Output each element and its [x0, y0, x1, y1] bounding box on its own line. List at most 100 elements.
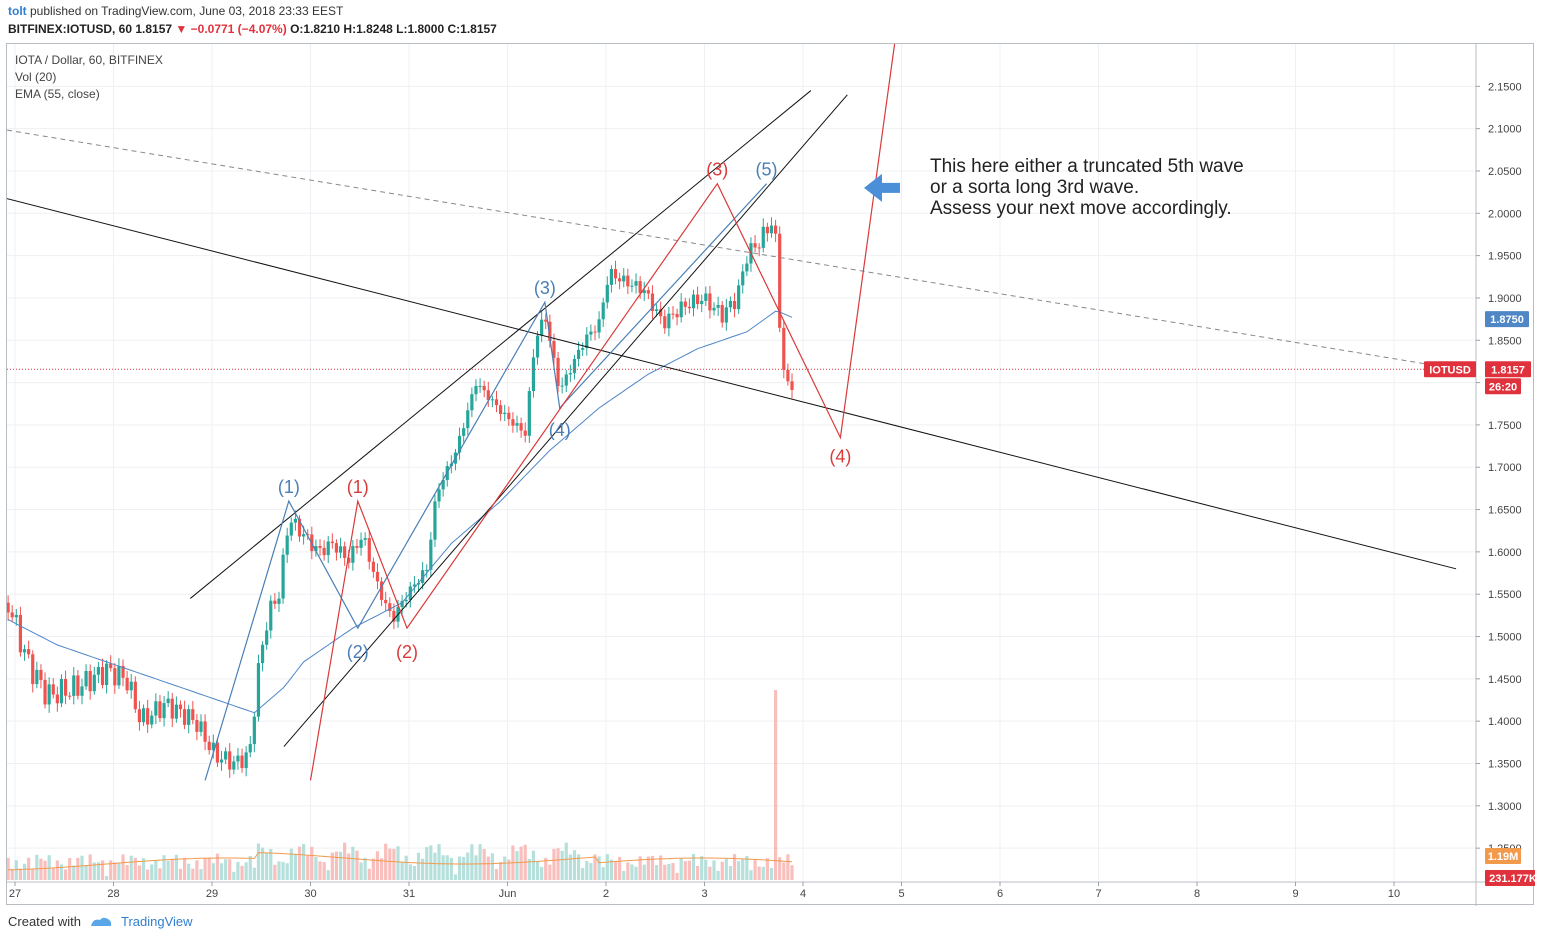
time-tick-label: 8 [1194, 888, 1200, 900]
time-tick-label: 9 [1292, 888, 1298, 900]
candle [236, 755, 240, 762]
volume-bar [486, 856, 490, 880]
candle [679, 301, 683, 318]
red-wave-label: (2) [396, 642, 418, 662]
volume-bar [765, 858, 769, 880]
candle [158, 701, 162, 719]
author-name[interactable]: tolt [8, 4, 27, 18]
trendline[interactable] [0, 196, 1457, 570]
candle [125, 677, 129, 691]
candle [572, 358, 577, 374]
candle [92, 674, 96, 692]
volume-bar [379, 858, 384, 880]
candle [39, 669, 43, 680]
last-price: 1.8157 [135, 22, 173, 36]
candle [88, 670, 92, 692]
volume-bar [712, 860, 716, 880]
volume-bar [527, 858, 531, 880]
candle [601, 302, 605, 320]
candle [691, 294, 696, 309]
volume-bar [745, 856, 749, 880]
price-tick-label: 1.7000 [1488, 462, 1522, 474]
volume-bar [646, 856, 650, 880]
time-tick-label: 4 [800, 888, 806, 900]
volume-bar [256, 843, 261, 880]
candle [318, 546, 322, 548]
candle [166, 698, 170, 704]
candle [769, 225, 774, 234]
price-chart[interactable]: 2.1500 2.1000 2.0500 2.0000 1.9500 1.9000 1.85… [0, 43, 1541, 906]
volume-bar [330, 852, 334, 880]
volume-bar [576, 854, 581, 880]
trendline[interactable] [190, 90, 812, 599]
volume-bar [786, 854, 790, 880]
volume-bar [499, 862, 503, 880]
candle [265, 630, 269, 645]
volume-bar [146, 869, 150, 880]
blue-wave[interactable] [204, 183, 768, 781]
candle [355, 546, 359, 548]
volume-bar [535, 861, 540, 880]
candle [100, 667, 105, 686]
candle [642, 290, 646, 294]
volume-bar [478, 844, 482, 880]
chart-frame[interactable]: 2.1500 2.1000 2.0500 2.0000 1.9500 1.9000 1.85… [0, 43, 1541, 906]
candle [207, 741, 211, 751]
candle [490, 399, 494, 401]
volume-bar [31, 868, 35, 880]
red-wave-label: (4) [829, 447, 851, 467]
price-tick-label: 1.6500 [1488, 505, 1522, 517]
candle [626, 275, 630, 287]
candle [548, 321, 552, 342]
time-tick-label: 30 [304, 888, 316, 900]
price-tick-label: 1.4000 [1488, 716, 1522, 728]
volume-bar [18, 868, 23, 880]
candle [425, 569, 429, 571]
symbol-badge-bg [1424, 361, 1476, 378]
trendline[interactable] [283, 94, 848, 747]
volume-bar [445, 855, 449, 880]
volume-bar [687, 860, 691, 880]
volume-bar [408, 864, 412, 880]
candle [400, 601, 404, 608]
price-tick-label: 1.9000 [1488, 293, 1522, 305]
candle [84, 670, 88, 687]
volume-bar [519, 846, 523, 880]
blue-wave-label: (2) [347, 642, 369, 662]
volume-bar [236, 861, 240, 880]
price-tick-label: 1.3500 [1488, 758, 1522, 770]
legend-title: IOTA / Dollar, 60, BITFINEX [15, 53, 163, 67]
price-tick-label: 1.8500 [1488, 335, 1522, 347]
volume-bar [285, 863, 289, 880]
volume-bar [187, 863, 191, 880]
candle [597, 319, 601, 333]
tradingview-link[interactable]: TradingView [120, 914, 193, 929]
volume-bar [72, 865, 76, 880]
price-tick-label: 1.5500 [1488, 589, 1522, 601]
candle [384, 599, 388, 604]
time-tick-label: 6 [997, 888, 1003, 900]
candle [474, 385, 478, 395]
candle [224, 751, 228, 760]
annotation-text: or a sorta long 3rd wave. [930, 177, 1139, 198]
candle [359, 539, 363, 548]
volume-bar [182, 857, 187, 880]
volume-bar [150, 864, 154, 880]
candle [466, 410, 470, 429]
candle [675, 314, 679, 318]
candle [375, 571, 380, 582]
candle [326, 541, 330, 556]
volume-bar [618, 856, 622, 880]
candle [700, 300, 704, 305]
red-wave[interactable] [309, 43, 896, 781]
candle [712, 307, 716, 311]
candle [314, 546, 318, 552]
volume-bar [244, 862, 248, 880]
candle [437, 489, 441, 502]
volume-bar [158, 868, 162, 880]
volume-bar [59, 864, 64, 880]
volume-bar [732, 854, 737, 880]
volume-bar [778, 857, 782, 880]
volume-bar [388, 848, 392, 880]
volume-bar [568, 854, 572, 880]
